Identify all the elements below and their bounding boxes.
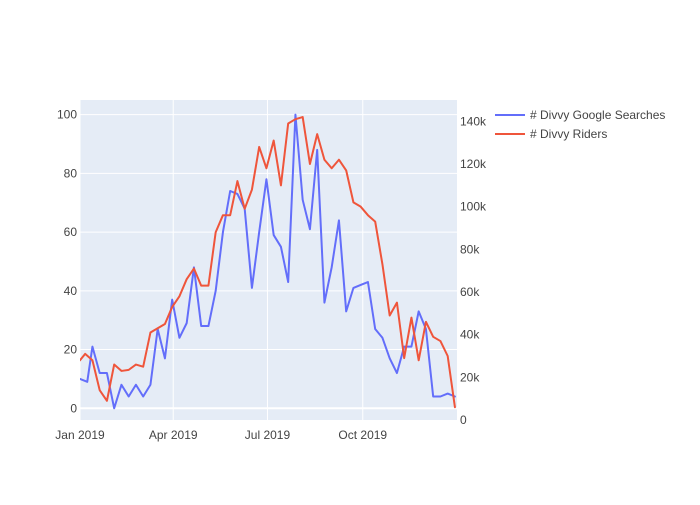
y-right-tick-label: 60k — [460, 285, 480, 299]
y-right-tick-label: 100k — [460, 200, 487, 214]
y-right-tick-label: 20k — [460, 370, 480, 384]
y-right-tick-label: 140k — [460, 114, 487, 128]
x-tick-label: Oct 2019 — [338, 428, 387, 442]
y-left-tick-label: 60 — [64, 225, 78, 239]
x-tick-label: Jul 2019 — [245, 428, 291, 442]
y-left-tick-label: 0 — [70, 401, 77, 415]
y-left-tick-label: 100 — [57, 108, 77, 122]
y-left-tick-label: 40 — [64, 284, 78, 298]
legend-item[interactable]: # Divvy Riders — [495, 127, 607, 141]
y-right-tick-label: 40k — [460, 328, 480, 342]
legend-item[interactable]: # Divvy Google Searches — [495, 108, 665, 122]
x-tick-label: Apr 2019 — [149, 428, 198, 442]
y-right-tick-label: 80k — [460, 242, 480, 256]
series-line-searches[interactable] — [80, 113, 456, 410]
plot-area — [80, 100, 457, 420]
legend-label: # Divvy Google Searches — [530, 108, 665, 122]
legend-label: # Divvy Riders — [530, 127, 607, 141]
y-right-tick-label: 120k — [460, 157, 487, 171]
axes: Jan 2019 Apr 2019 Jul 2019 Oct 2019 0 20 40 60 8… — [55, 108, 487, 442]
x-tick-label: Jan 2019 — [55, 428, 105, 442]
y-left-tick-label: 20 — [64, 343, 78, 357]
series-line-riders[interactable] — [80, 116, 456, 409]
grid — [79, 100, 457, 420]
series-lines — [80, 113, 456, 410]
y-left-tick-label: 80 — [64, 166, 78, 180]
y-right-tick-label: 0 — [460, 413, 467, 427]
legend[interactable]: # Divvy Google Searches # Divvy Riders — [495, 108, 665, 141]
